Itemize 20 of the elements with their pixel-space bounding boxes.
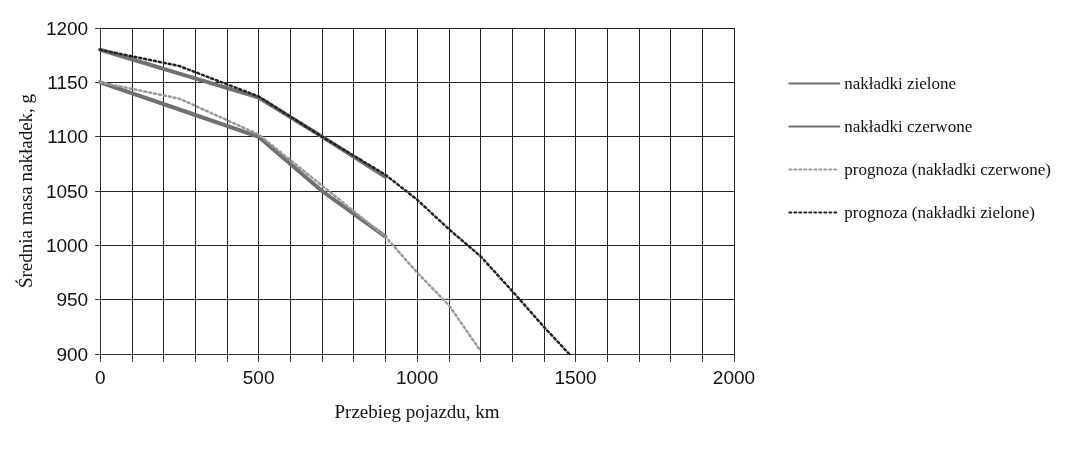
x-axis-title: Przebieg pojazdu, km xyxy=(334,401,500,422)
x-tick-label: 0 xyxy=(94,367,106,388)
x-tick-label: 1500 xyxy=(554,367,597,388)
legend-label: nakładki czerwone xyxy=(844,117,973,136)
legend-label: prognoza (nakładki czerwone) xyxy=(844,160,1051,179)
y-tick-label: 1200 xyxy=(45,17,89,39)
x-tick-label: 1000 xyxy=(395,367,439,388)
y-tick-label: 1050 xyxy=(45,180,89,202)
legend-label: nakładki zielone xyxy=(844,74,957,93)
y-tick-label: 1100 xyxy=(47,126,89,148)
line-series xyxy=(98,81,482,352)
y-tick-label: 1000 xyxy=(45,234,89,256)
line-series xyxy=(98,80,388,239)
y-tick-label: 1150 xyxy=(47,71,89,93)
legend-label: prognoza (nakładki zielone) xyxy=(844,203,1035,222)
y-tick-label: 950 xyxy=(56,289,89,311)
y-tick-label: 900 xyxy=(56,343,89,365)
y-axis-title: Średnia masa nakładek, g xyxy=(15,93,36,289)
x-tick-label: 2000 xyxy=(712,367,756,388)
x-tick-label: 500 xyxy=(242,367,275,388)
